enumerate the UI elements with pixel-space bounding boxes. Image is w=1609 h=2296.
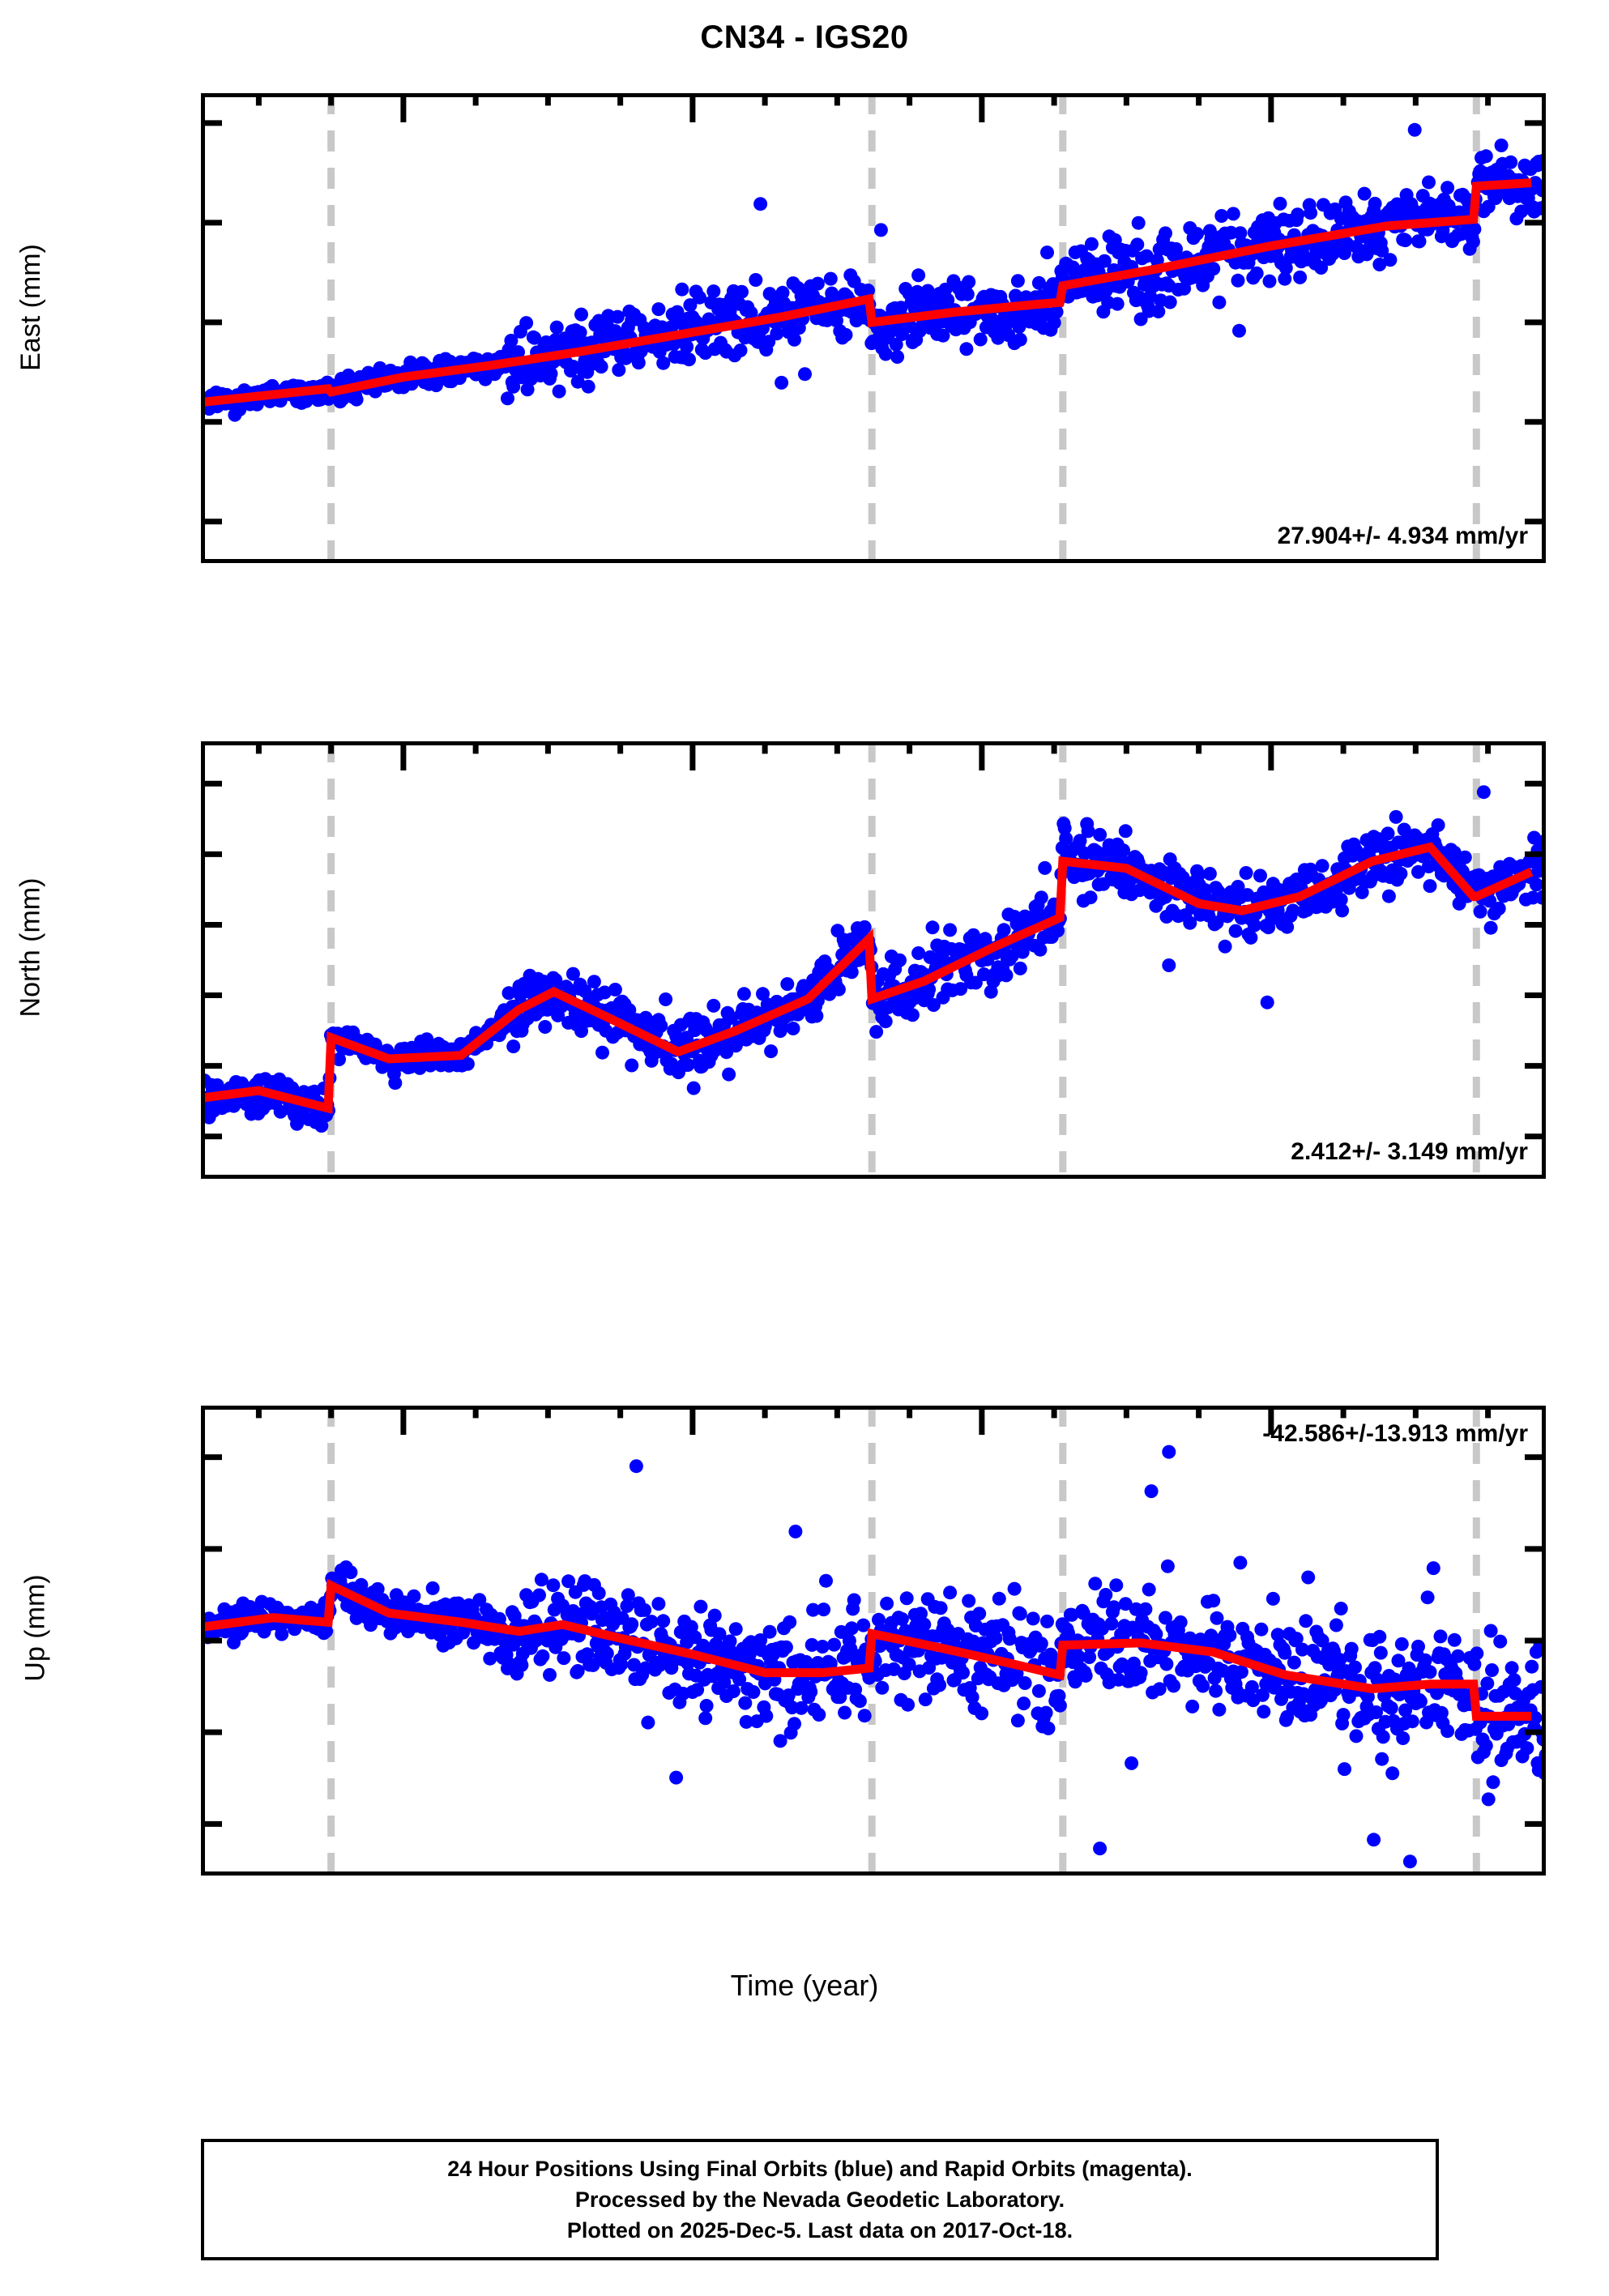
panel-north: −40−20020406020142015201620172.412+/- 3.… [201,741,1546,1179]
axis-label-time: Time (year) [730,1969,879,2002]
panel-up-plot: −160−800801602014201520162017-42.586+/-1… [201,1406,1546,1876]
panel-up: −160−800801602014201520162017-42.586+/-1… [201,1406,1546,1876]
panel-east-plot: −120−60060120201420152016201727.904+/- 4… [201,93,1546,563]
caption-box: 24 Hour Positions Using Final Orbits (bl… [201,2139,1439,2260]
rate-annotation-up: -42.586+/-13.913 mm/yr [1262,1420,1528,1447]
panel-east: −120−60060120201420152016201727.904+/- 4… [201,93,1546,563]
caption-line-2: Processed by the Nevada Geodetic Laborat… [574,2187,1065,2212]
axis-label-north: North (mm) [15,877,46,1018]
rate-annotation-north: 2.412+/- 3.149 mm/yr [1291,1138,1528,1165]
caption-line-1: 24 Hour Positions Using Final Orbits (bl… [447,2156,1193,2181]
axis-label-east: East (mm) [15,244,46,371]
page-title: CN34 - IGS20 [700,19,909,55]
panel-north-plot: −40−20020406020142015201620172.412+/- 3.… [201,741,1546,1179]
caption-line-3: Plotted on 2025-Dec-5. Last data on 2017… [566,2218,1073,2243]
rate-annotation-east: 27.904+/- 4.934 mm/yr [1278,523,1529,549]
axis-label-up: Up (mm) [19,1574,51,1682]
